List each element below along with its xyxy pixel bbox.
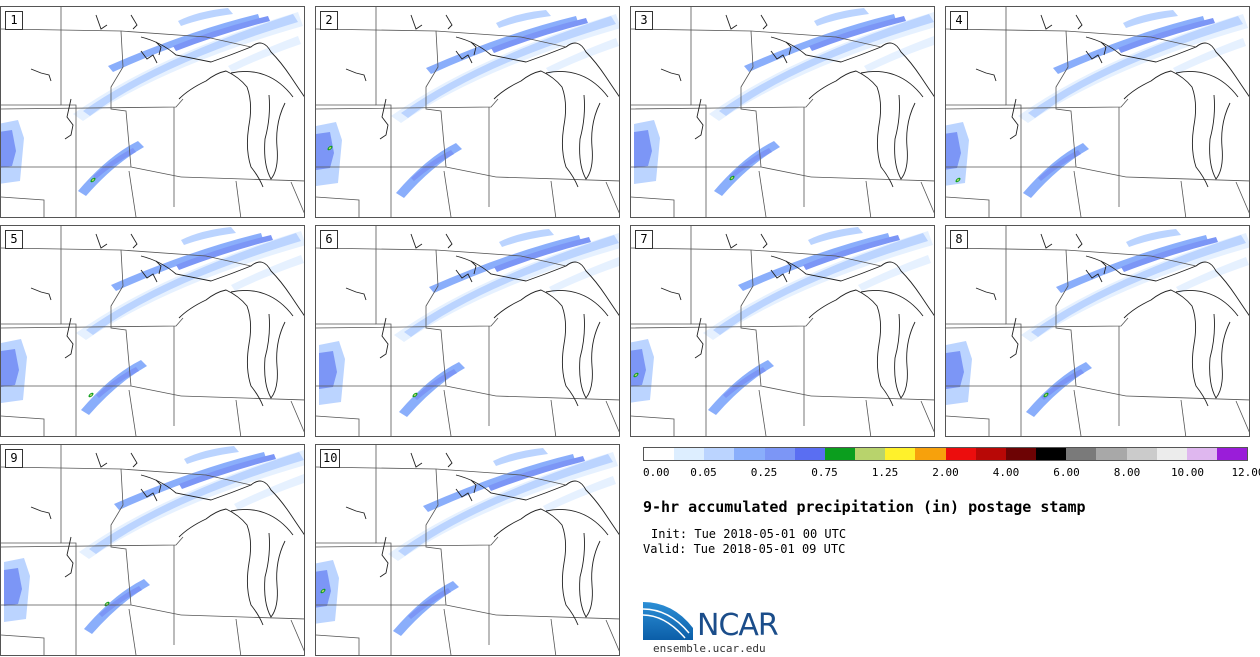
map-panel-7: 7 <box>630 225 935 437</box>
map-panel-6: 6 <box>315 225 620 437</box>
precip-map <box>316 226 619 436</box>
colorbar-segment <box>1036 448 1067 460</box>
colorbar-tick-label: 8.00 <box>1113 466 1141 479</box>
map-panel-4: 4 <box>945 6 1250 218</box>
ncar-logo-text: NCAR <box>697 608 779 643</box>
colorbar-tick-label: 2.00 <box>932 466 959 479</box>
colorbar-segment <box>1126 448 1157 460</box>
colorbar-tick-label: 6.00 <box>1053 466 1080 479</box>
panel-label: 5 <box>5 230 23 249</box>
ncar-logo-icon <box>643 602 693 640</box>
precip-map <box>1 445 304 655</box>
precip-map <box>1 7 304 217</box>
panel-label: 10 <box>320 449 341 468</box>
colorbar-segment <box>704 448 735 460</box>
colorbar-tick-label: 12.00 <box>1231 466 1260 479</box>
colorbar-segment <box>1186 448 1217 460</box>
map-panel-9: 9 <box>0 444 305 656</box>
precip-map <box>946 226 1249 436</box>
colorbar-tick-label: 0.75 <box>811 466 838 479</box>
colorbar-segment <box>734 448 765 460</box>
colorbar-segment <box>764 448 795 460</box>
colorbar-segment <box>975 448 1006 460</box>
precip-map <box>946 7 1249 217</box>
map-panel-1: 1 <box>0 6 305 218</box>
colorbar-tick-label: 0.00 <box>643 466 670 479</box>
colorbar-segment <box>1216 448 1248 460</box>
panel-label: 7 <box>635 230 653 249</box>
precip-colorbar <box>643 447 1248 461</box>
colorbar-tick-labels: 0.00 0.05 0.25 0.75 1.25 2.00 4.00 6.00 8.00 10.0… <box>643 466 1260 480</box>
map-panel-10: 10 <box>315 444 620 656</box>
colorbar-segment <box>1156 448 1187 460</box>
plot-title: 9-hr accumulated precipitation (in) post… <box>643 498 1086 516</box>
precip-map <box>316 445 619 655</box>
colorbar-segment <box>824 448 856 460</box>
panel-label: 1 <box>5 11 23 30</box>
colorbar-tick-label: 10.00 <box>1170 466 1205 479</box>
colorbar-segment <box>915 448 946 460</box>
colorbar-tick-label: 1.25 <box>871 466 899 479</box>
panel-label: 4 <box>950 11 968 30</box>
panel-label: 2 <box>320 11 338 30</box>
map-panel-8: 8 <box>945 225 1250 437</box>
ncar-url: ensemble.ucar.edu <box>653 642 766 655</box>
colorbar-segment <box>644 448 675 460</box>
colorbar-tick-label: 0.25 <box>750 466 778 479</box>
map-panel-2: 2 <box>315 6 620 218</box>
colorbar-segment <box>1005 448 1037 460</box>
precip-map <box>631 7 934 217</box>
colorbar-segment <box>855 448 886 460</box>
colorbar-tick-label: 0.05 <box>690 466 717 479</box>
panel-label: 9 <box>5 449 23 468</box>
colorbar-segment <box>674 448 705 460</box>
colorbar-segment <box>1066 448 1097 460</box>
valid-time: Valid: Tue 2018-05-01 09 UTC <box>643 542 846 556</box>
colorbar-segment <box>794 448 825 460</box>
precip-map <box>316 7 619 217</box>
panel-label: 3 <box>635 11 653 30</box>
map-panel-3: 3 <box>630 6 935 218</box>
panel-label: 8 <box>950 230 968 249</box>
colorbar-segment <box>945 448 976 460</box>
colorbar-segment <box>885 448 916 460</box>
precip-map <box>1 226 304 436</box>
map-panel-5: 5 <box>0 225 305 437</box>
precip-map <box>631 226 934 436</box>
colorbar-segment <box>1096 448 1127 460</box>
panel-label: 6 <box>320 230 338 249</box>
init-time: Init: Tue 2018-05-01 00 UTC <box>651 527 847 541</box>
colorbar-tick-label: 4.00 <box>992 466 1020 479</box>
